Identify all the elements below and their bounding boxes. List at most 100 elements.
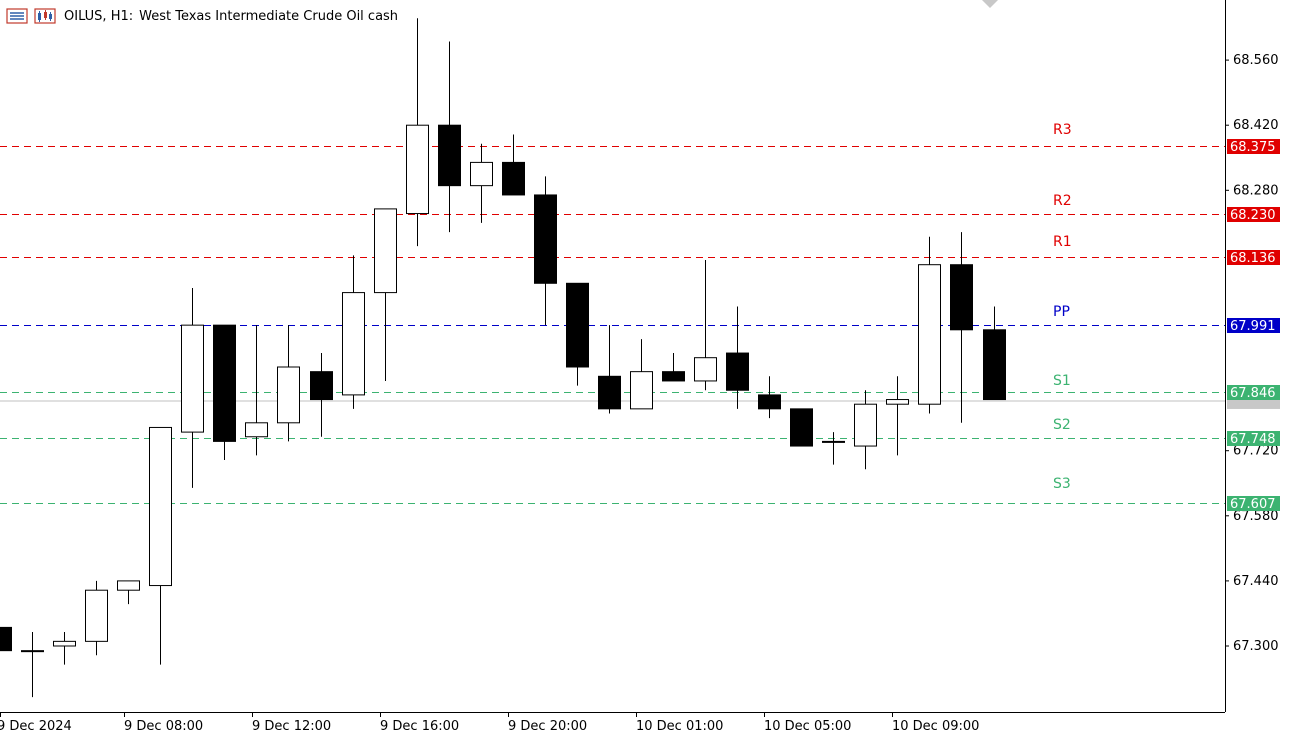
bull-candle-body xyxy=(277,366,300,424)
candle[interactable] xyxy=(277,325,300,442)
bull-candle-body xyxy=(21,650,44,653)
bull-candle-body xyxy=(630,371,653,410)
time-tick-label: 9 Dec 16:00 xyxy=(380,719,459,734)
pivot-level-badge-s1 xyxy=(1227,385,1280,400)
candle[interactable] xyxy=(502,134,525,196)
pivot-level-badge-s2 xyxy=(1227,431,1280,446)
bear-candle-body xyxy=(534,194,557,284)
candle[interactable] xyxy=(406,18,429,247)
time-tick-label: 10 Dec 05:00 xyxy=(764,719,851,734)
candle[interactable] xyxy=(726,306,749,409)
pivot-level-badge-r1 xyxy=(1227,250,1280,265)
candle[interactable] xyxy=(854,390,877,470)
candle[interactable] xyxy=(918,236,941,414)
candle[interactable] xyxy=(662,353,685,382)
bull-candle-body xyxy=(854,403,877,447)
pivot-level-value-r2: 68.230 xyxy=(1230,208,1276,223)
candle[interactable] xyxy=(886,376,909,456)
bull-candle-body xyxy=(117,580,140,591)
price-tick-label: 67.440 xyxy=(1233,574,1279,589)
chart-window-icon[interactable] xyxy=(6,8,28,24)
candle[interactable] xyxy=(117,580,140,605)
candle[interactable] xyxy=(438,41,461,233)
price-tick-label: 67.720 xyxy=(1233,444,1279,459)
candle[interactable] xyxy=(21,632,44,698)
time-tick-label: 9 Dec 20:00 xyxy=(508,719,587,734)
pivot-level-name-s2: S2 xyxy=(1053,417,1071,433)
candle[interactable] xyxy=(983,306,1006,401)
pivot-level-badge-pp xyxy=(1227,318,1280,333)
pivot-level-name-r3: R3 xyxy=(1053,122,1072,138)
candle[interactable] xyxy=(310,353,333,437)
pivot-level-value-s2: 67.748 xyxy=(1230,432,1276,447)
candle[interactable] xyxy=(950,232,973,423)
pivot-level-name-r2: R2 xyxy=(1053,193,1072,209)
bear-candle-body xyxy=(983,329,1006,401)
price-tick-label: 68.420 xyxy=(1233,118,1279,133)
shift-marker-icon[interactable] xyxy=(982,0,998,8)
bull-candle-body xyxy=(53,640,76,647)
candle[interactable] xyxy=(470,143,493,223)
pivot-level-value-r1: 68.136 xyxy=(1230,251,1276,266)
bear-candle-body xyxy=(438,124,461,187)
candle[interactable] xyxy=(213,324,236,460)
pivot-level-value-s3: 67.607 xyxy=(1230,497,1276,512)
pivot-level-name-s3: S3 xyxy=(1053,476,1071,492)
chart-type-icon[interactable] xyxy=(34,8,56,24)
bull-candle-body xyxy=(406,124,429,215)
bull-candle-body xyxy=(181,324,204,433)
bear-candle-body xyxy=(213,324,236,442)
bear-candle-body xyxy=(598,375,621,410)
pivot-level-value-s1: 67.846 xyxy=(1230,386,1276,401)
pivot-level-badge-s3 xyxy=(1227,496,1280,511)
bull-candle-body xyxy=(149,426,172,587)
time-tick-label: 10 Dec 01:00 xyxy=(636,719,723,734)
candle[interactable] xyxy=(0,626,12,652)
time-tick-label: 9 Dec 08:00 xyxy=(124,719,203,734)
last-price-badge xyxy=(1227,398,1280,409)
price-tick-label: 68.560 xyxy=(1233,53,1279,68)
bear-candle-body xyxy=(950,264,973,331)
candle[interactable] xyxy=(630,339,653,410)
symbol-label: OILUS, H1: xyxy=(64,8,134,24)
candle[interactable] xyxy=(181,287,204,488)
bull-candle-body xyxy=(374,208,397,294)
candle[interactable] xyxy=(566,282,589,386)
bear-candle-body xyxy=(502,161,525,196)
pivot-level-name-s1: S1 xyxy=(1053,373,1071,389)
candle[interactable] xyxy=(694,260,717,391)
pivot-level-badge-r3 xyxy=(1227,139,1280,154)
candle[interactable] xyxy=(758,376,781,419)
pivot-level-value-pp: 67.991 xyxy=(1230,319,1276,334)
candle[interactable] xyxy=(822,432,845,465)
time-tick-label: 9 Dec 2024 xyxy=(0,719,72,734)
bear-candle-body xyxy=(310,371,333,401)
candle[interactable] xyxy=(534,176,557,326)
candle[interactable] xyxy=(374,208,397,381)
candle[interactable] xyxy=(342,255,365,409)
pivot-level-name-pp: PP xyxy=(1053,304,1070,320)
bull-candle-body xyxy=(822,440,845,443)
candle[interactable] xyxy=(245,325,268,456)
pivot-level-value-r3: 68.375 xyxy=(1230,140,1276,155)
time-tick-label: 10 Dec 09:00 xyxy=(892,719,979,734)
bull-candle-body xyxy=(342,292,365,396)
candle[interactable] xyxy=(53,632,76,665)
bull-candle-body xyxy=(886,399,909,405)
candle[interactable] xyxy=(598,325,621,414)
pivot-level-name-r1: R1 xyxy=(1053,234,1072,250)
price-tick-label: 67.300 xyxy=(1233,639,1279,654)
bear-candle-body xyxy=(566,282,589,368)
candle[interactable] xyxy=(790,408,813,447)
symbol-description: West Texas Intermediate Crude Oil cash xyxy=(139,8,399,24)
time-tick-label: 9 Dec 12:00 xyxy=(252,719,331,734)
candle[interactable] xyxy=(149,426,172,665)
candle[interactable] xyxy=(85,580,108,656)
bull-candle-body xyxy=(694,357,717,382)
bear-candle-body xyxy=(758,394,781,410)
bull-candle-body xyxy=(918,264,941,405)
bear-candle-body xyxy=(662,371,685,382)
bear-candle-body xyxy=(726,352,749,391)
pivot-level-badge-r2 xyxy=(1227,207,1280,222)
